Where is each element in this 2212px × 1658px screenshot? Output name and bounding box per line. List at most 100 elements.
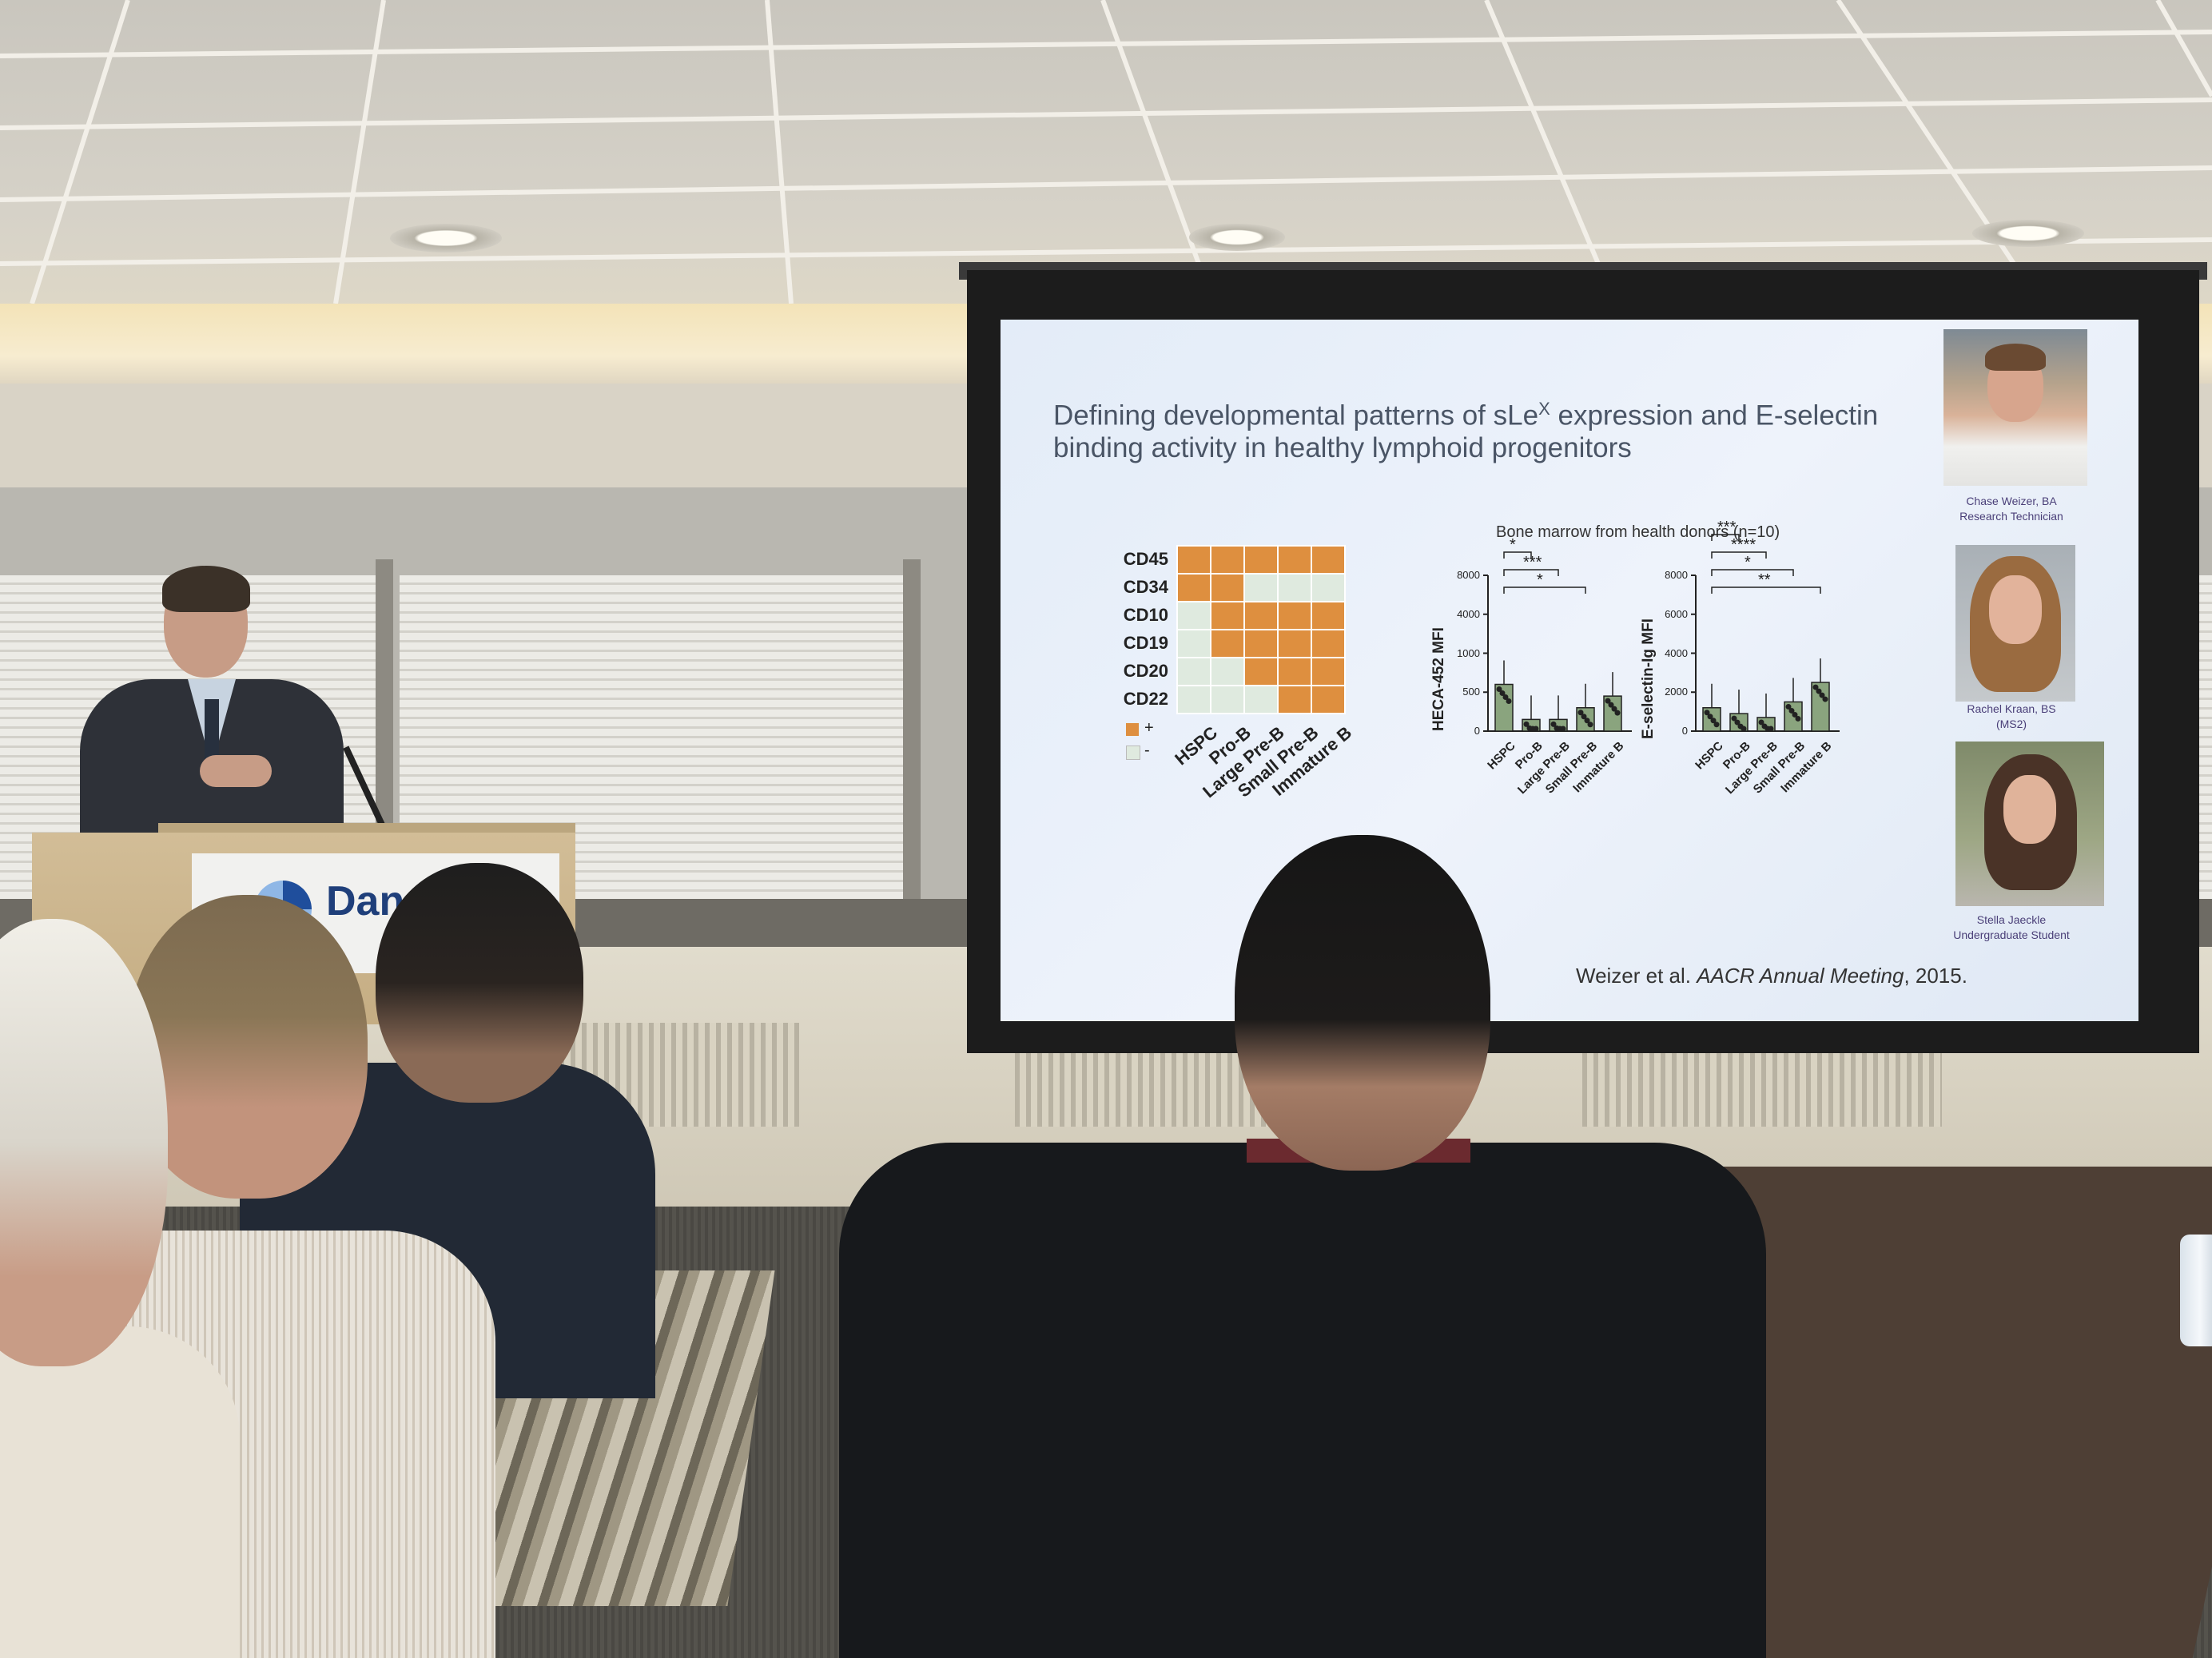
person-caption: Stella Jaeckle Undergraduate Student	[1912, 912, 2111, 943]
y-tick-label: 6000	[1665, 607, 1688, 620]
matrix-cell	[1311, 574, 1345, 602]
person-role: (MS2)	[1995, 718, 2027, 730]
citation-year: , 2015.	[1904, 964, 1967, 988]
matrix-cell	[1211, 686, 1244, 714]
y-tick-label: 4000	[1457, 607, 1480, 620]
audience-member-black-jacket	[839, 1143, 1766, 1658]
significance-bracket	[1711, 586, 1821, 594]
matrix-cell	[1278, 686, 1311, 714]
data-point	[1795, 715, 1801, 722]
data-point	[1707, 714, 1713, 720]
person-name: Chase Weizer, BA	[1966, 495, 2057, 507]
person-role: Research Technician	[1959, 510, 2063, 523]
significance-label: ****	[1731, 536, 1756, 554]
person-name: Rachel Kraan, BS	[1967, 702, 2056, 715]
data-point	[1523, 721, 1530, 727]
y-tick-label: 1000	[1457, 646, 1480, 659]
matrix-cell	[1278, 602, 1311, 630]
data-point	[1499, 690, 1506, 696]
marker-label: CD20	[1123, 661, 1168, 681]
matrix-cell	[1177, 546, 1211, 574]
person-caption: Rachel Kraan, BS (MS2)	[1912, 702, 2111, 732]
person-name: Stella Jaeckle	[1976, 913, 2047, 926]
matrix-cell	[1311, 602, 1345, 630]
matrix-cell	[1211, 602, 1244, 630]
significance-bracket	[1503, 551, 1532, 559]
significance-label: **	[1758, 571, 1771, 589]
matrix-cell	[1177, 574, 1211, 602]
matrix-cell	[1244, 658, 1278, 686]
significance-label: *	[1510, 536, 1516, 554]
y-tick-label: 8000	[1457, 569, 1480, 581]
data-point	[1710, 718, 1717, 724]
data-point	[1550, 721, 1557, 727]
y-tick-label: 0	[1474, 725, 1480, 737]
data-point	[1577, 710, 1584, 716]
data-point	[1614, 710, 1621, 716]
person-photo	[1955, 742, 2104, 906]
title-line-2: binding activity in healthy lymphoid pro…	[1053, 431, 1632, 463]
matrix-cell	[1244, 574, 1278, 602]
presentation-slide: Defining developmental patterns of sLeX …	[1001, 320, 2138, 1021]
hair	[1985, 344, 2046, 371]
y-tick-label: 8000	[1665, 569, 1688, 581]
title-superscript: X	[1538, 399, 1550, 419]
significance-label: ***	[1717, 519, 1737, 536]
matrix-cell	[1177, 630, 1211, 658]
y-tick-label: 0	[1681, 725, 1688, 737]
matrix-cell	[1311, 630, 1345, 658]
data-point	[1587, 722, 1593, 728]
citation-text: Weizer et al.	[1576, 964, 1697, 988]
chart-2-ylabel: E-selectin-Ig MFI	[1640, 618, 1657, 739]
face	[1989, 575, 2042, 644]
data-point	[1502, 694, 1509, 700]
data-point	[1822, 696, 1828, 702]
face	[2003, 775, 2056, 844]
person-photo	[1943, 329, 2087, 486]
matrix-cell	[1177, 686, 1211, 714]
marker-label: CD45	[1123, 549, 1168, 569]
matrix-cell	[1244, 630, 1278, 658]
legend-negative-label: -	[1144, 742, 1150, 759]
data-point	[1560, 726, 1566, 732]
data-point	[1496, 686, 1502, 692]
matrix-cell	[1211, 546, 1244, 574]
marker-labels: CD45 CD34 CD10 CD19 CD20 CD22	[1120, 545, 1168, 713]
person-photo	[1955, 545, 2075, 702]
data-point	[1611, 706, 1617, 712]
chart-1-plot	[1483, 551, 1632, 732]
data-point	[1788, 707, 1795, 714]
chart-2-plot	[1691, 534, 1840, 732]
significance-bracket	[1711, 551, 1767, 559]
citation-venue: AACR Annual Meeting	[1697, 964, 1904, 988]
audience-member-head	[1235, 835, 1490, 1171]
data-point	[1605, 698, 1611, 704]
data-point	[1731, 715, 1737, 722]
matrix-cell	[1211, 630, 1244, 658]
data-point	[1734, 719, 1741, 726]
legend-swatch-positive	[1126, 723, 1139, 736]
y-tick-label: 500	[1462, 686, 1480, 698]
y-tick-label: 4000	[1665, 646, 1688, 659]
matrix-cell	[1244, 686, 1278, 714]
matrix-cell	[1177, 658, 1211, 686]
window-mullion	[903, 559, 921, 911]
ceiling-light	[1189, 224, 1285, 251]
matrix-cell	[1211, 574, 1244, 602]
title-text: Defining developmental patterns of sLe	[1053, 400, 1539, 431]
ceiling-light	[390, 224, 502, 252]
data-point	[1704, 710, 1710, 716]
data-point	[1581, 714, 1587, 720]
marker-label: CD22	[1123, 689, 1168, 709]
marker-label: CD19	[1123, 633, 1168, 653]
speaker-hand	[200, 755, 272, 787]
data-point	[1608, 702, 1614, 708]
marker-label: CD34	[1123, 577, 1168, 597]
data-point	[1812, 684, 1819, 690]
ceiling-grid	[0, 0, 2212, 304]
marker-label: CD10	[1123, 605, 1168, 625]
matrix-cell	[1278, 630, 1311, 658]
matrix-cell	[1278, 658, 1311, 686]
data-point	[1741, 726, 1747, 732]
